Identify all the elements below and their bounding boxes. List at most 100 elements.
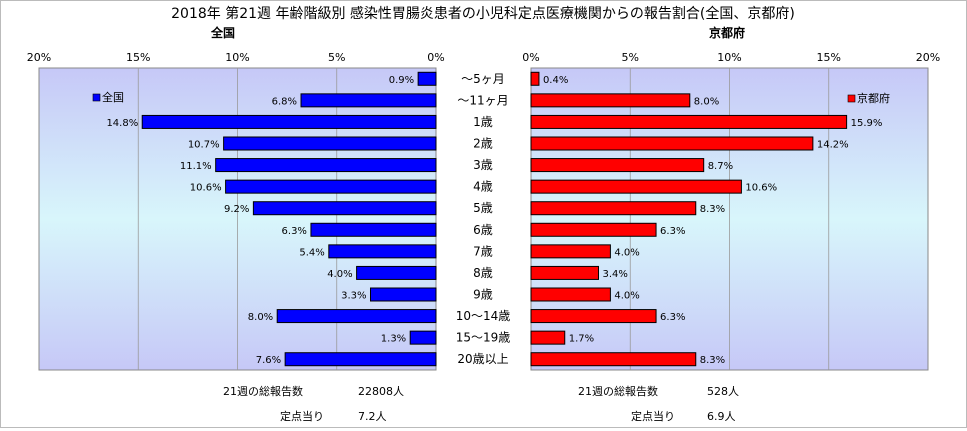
bar-kyoto (530, 201, 697, 216)
bar-national (276, 309, 437, 324)
category-label: ～5ヶ月 (461, 72, 505, 86)
data-label-kyoto: 3.4% (602, 269, 627, 280)
left-panel-title: 全国 (210, 25, 235, 40)
bar-kyoto (530, 158, 705, 173)
bar-national (225, 179, 437, 194)
category-layer: ～5ヶ月 ～11ヶ月 1歳 2歳 3歳 4歳 5歳 6歳 7歳 8歳 9歳 10～14歳 15～19歳 2… (456, 72, 511, 366)
data-label-national: 6.3% (282, 226, 307, 237)
data-label-kyoto: 4.0% (614, 247, 639, 258)
bar-kyoto (530, 114, 848, 129)
category-label: 6歳 (473, 223, 493, 237)
tick-layer: 0% 0% 5% 5% 10% 10% 15% 15% 20% 20% (27, 51, 940, 64)
data-label-kyoto: 8.0% (694, 96, 719, 107)
bar-national (141, 114, 437, 129)
footer-left-total-label: 21週の総報告数 (223, 384, 303, 398)
chart-title: 2018年 第21週 年齢階級別 感染性胃腸炎患者の小児科定点医療機関からの報告… (171, 5, 795, 22)
category-label: 3歳 (473, 158, 493, 172)
bar-national (310, 222, 437, 237)
bar-kyoto (530, 222, 657, 237)
legend-swatch-kyoto (847, 94, 856, 103)
footer-right-total-label: 21週の総報告数 (578, 384, 658, 398)
x-tick-label-right: 10% (717, 51, 741, 64)
bar-national (252, 201, 437, 216)
category-label: 4歳 (473, 180, 493, 194)
bar-layer (141, 71, 848, 367)
bar-kyoto (530, 179, 742, 194)
data-label-kyoto: 8.3% (700, 355, 725, 366)
legend-label-national: 全国 (102, 90, 124, 104)
footer-right-per-label: 定点当り (631, 409, 675, 423)
bar-kyoto (530, 71, 540, 86)
x-tick-label-left: 5% (328, 51, 345, 64)
category-label: 5歳 (473, 201, 493, 215)
x-tick-label-right: 20% (916, 51, 940, 64)
data-label-national: 8.0% (248, 312, 273, 323)
x-tick-label-right: 15% (817, 51, 841, 64)
x-tick-label-right: 5% (622, 51, 639, 64)
data-label-national: 11.1% (180, 161, 212, 172)
data-label-kyoto: 6.3% (660, 312, 685, 323)
x-tick-label-left: 20% (27, 51, 51, 64)
data-label-kyoto: 0.4% (543, 75, 568, 86)
legend-label-kyoto: 京都府 (857, 91, 890, 105)
bar-kyoto (530, 352, 697, 367)
legend-swatch-national (92, 93, 101, 102)
category-label: ～11ヶ月 (457, 93, 508, 107)
bar-national (284, 352, 437, 367)
data-label-national: 6.8% (272, 96, 297, 107)
label-layer: 0.9% 0.4% 6.8% 8.0% 14.8% 15.9% 10.7% 14.2% 11.1… (106, 75, 882, 366)
bar-kyoto (530, 93, 691, 108)
legend-right: 京都府 (847, 91, 890, 105)
footer-left-per-value: 7.2人 (358, 410, 387, 423)
footer-left-per-label: 定点当り (280, 409, 324, 423)
bar-kyoto (530, 330, 566, 345)
bar-kyoto (530, 309, 657, 324)
data-label-kyoto: 1.7% (569, 334, 594, 345)
bar-national (409, 330, 437, 345)
category-label: 20歳以上 (457, 352, 508, 366)
footer-right-total-value: 528人 (707, 385, 739, 398)
category-label: 2歳 (473, 137, 493, 151)
bar-national (215, 158, 437, 173)
data-label-national: 10.6% (190, 183, 222, 194)
category-label: 10～14歳 (456, 309, 511, 323)
bar-national (328, 244, 437, 259)
footer-right-per-value: 6.9人 (707, 410, 736, 423)
data-label-kyoto: 8.3% (700, 204, 725, 215)
data-label-kyoto: 4.0% (614, 291, 639, 302)
data-label-national: 0.9% (389, 75, 414, 86)
x-tick-label-right: 0% (522, 51, 539, 64)
data-label-kyoto: 15.9% (851, 118, 883, 129)
category-label: 9歳 (473, 288, 493, 302)
right-panel-title: 京都府 (709, 25, 745, 40)
x-tick-label-left: 15% (126, 51, 150, 64)
bar-national (417, 71, 437, 86)
category-label: 1歳 (473, 115, 493, 129)
footer-left-total-value: 22808人 (358, 385, 404, 398)
bar-national (223, 136, 437, 151)
category-label: 15～19歳 (456, 331, 511, 345)
data-label-kyoto: 14.2% (817, 140, 849, 151)
data-label-national: 10.7% (188, 140, 220, 151)
data-label-national: 7.6% (256, 355, 281, 366)
data-label-kyoto: 8.7% (708, 161, 733, 172)
bar-kyoto (530, 244, 611, 259)
data-label-national: 5.4% (299, 247, 324, 258)
bar-national (369, 287, 437, 302)
category-label: 8歳 (473, 266, 493, 280)
x-tick-label-left: 0% (427, 51, 444, 64)
x-tick-label-left: 10% (225, 51, 249, 64)
legend-left: 全国 (92, 90, 124, 104)
data-label-national: 9.2% (224, 204, 249, 215)
bar-national (300, 93, 437, 108)
category-label: 7歳 (473, 244, 493, 258)
data-label-national: 1.3% (381, 334, 406, 345)
data-label-national: 3.3% (341, 291, 366, 302)
bar-kyoto (530, 287, 611, 302)
data-label-kyoto: 10.6% (745, 183, 777, 194)
bar-kyoto (530, 136, 814, 151)
data-label-kyoto: 6.3% (660, 226, 685, 237)
data-label-national: 4.0% (327, 269, 352, 280)
